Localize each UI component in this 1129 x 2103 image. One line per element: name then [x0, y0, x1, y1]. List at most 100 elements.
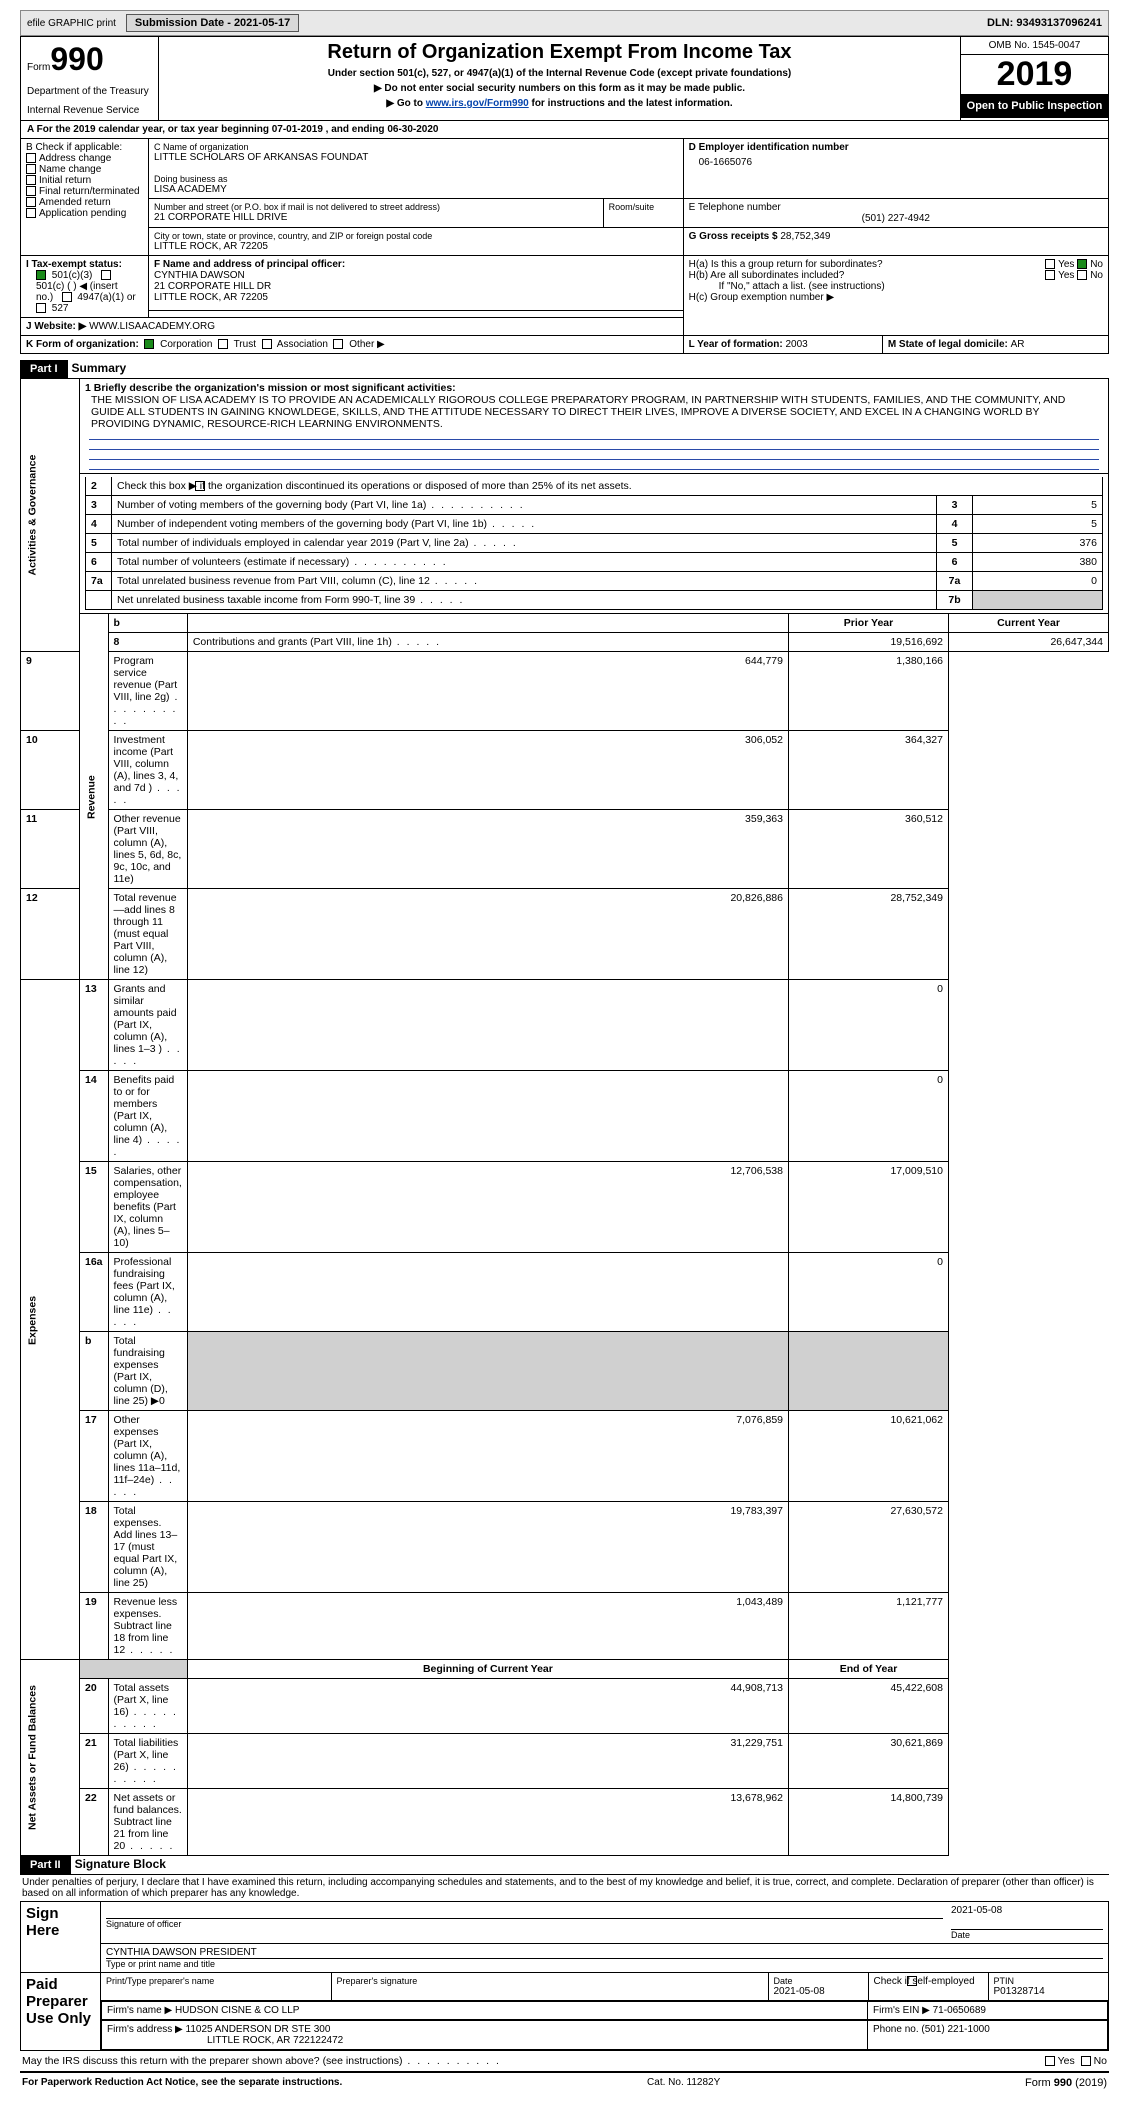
sig-officer-label: Signature of officer [106, 1919, 943, 1929]
street-label: Number and street (or P.O. box if mail i… [154, 202, 598, 212]
line-13: Grants and similar amounts paid (Part IX… [108, 980, 187, 1071]
form-title: Return of Organization Exempt From Incom… [167, 41, 952, 64]
irs-label: Internal Revenue Service [27, 105, 152, 116]
chk-discontinued[interactable] [195, 481, 205, 491]
col-eoy: End of Year [789, 1660, 949, 1679]
preparer-date: 2021-05-08 [774, 1986, 863, 1997]
efile-toolbar: efile GRAPHIC print Submission Date - 20… [20, 10, 1109, 36]
side-governance: Activities & Governance [21, 379, 80, 652]
val-5: 376 [973, 534, 1103, 553]
chk-501c[interactable] [101, 270, 111, 280]
chk-discuss-yes[interactable] [1045, 2056, 1055, 2066]
line-22: Net assets or fund balances. Subtract li… [108, 1789, 187, 1856]
dept-treasury: Department of the Treasury [27, 86, 152, 97]
line-14: Benefits paid to or for members (Part IX… [108, 1071, 187, 1162]
mission-label: 1 Briefly describe the organization's mi… [85, 382, 1103, 394]
subtitle-ssn: ▶ Do not enter social security numbers o… [167, 83, 952, 94]
chk-501c3[interactable] [36, 270, 46, 280]
firm-addr1: 11025 ANDERSON DR STE 300 [186, 2024, 331, 2035]
val-3: 5 [973, 496, 1103, 515]
gross-receipts-label: G Gross receipts $ [689, 231, 781, 242]
chk-trust[interactable] [218, 339, 228, 349]
line-21: Total liabilities (Part X, line 26) [108, 1734, 187, 1789]
line-16a: Professional fundraising fees (Part IX, … [108, 1253, 187, 1332]
firm-addr-label: Firm's address ▶ [107, 2024, 183, 2035]
discuss-label: May the IRS discuss this return with the… [22, 2055, 501, 2067]
col-b: b [108, 614, 187, 633]
col-current-year: Current Year [949, 614, 1109, 633]
chk-amended-return[interactable] [26, 197, 36, 207]
ha-label: H(a) Is this a group return for subordin… [689, 259, 883, 270]
firm-ein: 71-0650689 [933, 2005, 986, 2016]
line-17: Other expenses (Part IX, column (A), lin… [108, 1411, 187, 1502]
line-12: Total revenue—add lines 8 through 11 (mu… [108, 889, 187, 980]
chk-ha-no[interactable] [1077, 259, 1087, 269]
chk-527[interactable] [36, 303, 46, 313]
chk-application-pending[interactable] [26, 208, 36, 218]
paperwork-notice: For Paperwork Reduction Act Notice, see … [22, 2077, 342, 2089]
officer-typed-name: CYNTHIA DAWSON PRESIDENT [106, 1947, 1103, 1959]
line-7b: Net unrelated business taxable income fr… [112, 591, 937, 610]
chk-discuss-no[interactable] [1081, 2056, 1091, 2066]
val-6: 380 [973, 553, 1103, 572]
tax-status-label: I Tax-exempt status: [26, 259, 122, 270]
form-header: Form990 Department of the Treasury Inter… [20, 36, 1109, 121]
chk-hb-yes[interactable] [1045, 270, 1055, 280]
preparer-sig-label: Preparer's signature [337, 1976, 763, 1986]
chk-name-change[interactable] [26, 164, 36, 174]
chk-ha-yes[interactable] [1045, 259, 1055, 269]
chk-self-employed[interactable] [907, 1976, 917, 1986]
preparer-name-label: Print/Type preparer's name [106, 1976, 326, 1986]
sig-date: 2021-05-08 [951, 1905, 1103, 1916]
omb-number: OMB No. 1545-0047 [961, 37, 1108, 55]
submission-date-button[interactable]: Submission Date - 2021-05-17 [126, 14, 299, 32]
col-prior-year: Prior Year [789, 614, 949, 633]
identity-block: B Check if applicable: Address change Na… [20, 139, 1109, 354]
part1-table: Activities & Governance 1 Briefly descri… [20, 379, 1109, 1856]
dba-name: LISA ACADEMY [154, 184, 678, 195]
line-6: Total number of volunteers (estimate if … [112, 553, 937, 572]
val-7b [973, 591, 1103, 610]
firm-phone: (501) 221-1000 [921, 2024, 989, 2035]
phone-value: (501) 227-4942 [689, 213, 1103, 224]
chk-hb-no[interactable] [1077, 270, 1087, 280]
dba-label: Doing business as [154, 174, 678, 184]
line-8: Contributions and grants (Part VIII, lin… [187, 633, 788, 652]
chk-final-return[interactable] [26, 186, 36, 196]
irs-link[interactable]: www.irs.gov/Form990 [426, 98, 529, 109]
chk-corporation[interactable] [144, 339, 154, 349]
form-org-label: K Form of organization: [26, 339, 139, 350]
side-netassets: Net Assets or Fund Balances [21, 1660, 80, 1856]
website-value: WWW.LISAACADEMY.ORG [89, 321, 215, 332]
chk-initial-return[interactable] [26, 175, 36, 185]
line-10: Investment income (Part VIII, column (A)… [108, 731, 187, 810]
ein-value: 06-1665076 [689, 153, 1103, 168]
type-name-label: Type or print name and title [106, 1959, 1103, 1969]
part2-title: Signature Block [75, 1857, 166, 1871]
mission-text: THE MISSION OF LISA ACADEMY IS TO PROVID… [85, 394, 1103, 430]
ein-label: D Employer identification number [689, 142, 1103, 153]
subtitle-goto: ▶ Go to www.irs.gov/Form990 for instruct… [167, 98, 952, 109]
firm-ein-label: Firm's EIN ▶ [873, 2005, 933, 2016]
org-name: LITTLE SCHOLARS OF ARKANSAS FOUNDAT [154, 152, 678, 163]
form-footer: Form 990 (2019) [1025, 2077, 1107, 2089]
signature-block: Sign Here Signature of officer 2021-05-0… [20, 1902, 1109, 2051]
chk-address-change[interactable] [26, 153, 36, 163]
officer-name: CYNTHIA DAWSON [154, 270, 678, 281]
line-20: Total assets (Part X, line 16) [108, 1679, 187, 1734]
firm-name: HUDSON CISNE & CO LLP [175, 2005, 299, 2016]
line-3: Number of voting members of the governin… [112, 496, 937, 515]
chk-other[interactable] [333, 339, 343, 349]
firm-phone-label: Phone no. [873, 2024, 921, 2035]
val-7a: 0 [973, 572, 1103, 591]
chk-4947[interactable] [62, 292, 72, 302]
line-16b: Total fundraising expenses (Part IX, col… [108, 1332, 187, 1411]
block-b-label: B Check if applicable: [26, 142, 143, 153]
officer-label: F Name and address of principal officer: [154, 259, 678, 270]
preparer-self-employed: Check if self-employed [874, 1976, 975, 1987]
firm-addr2: LITTLE ROCK, AR 722122472 [107, 2035, 343, 2046]
chk-association[interactable] [262, 339, 272, 349]
side-revenue: Revenue [80, 614, 109, 980]
form-prefix: Form [27, 62, 50, 73]
form-number: 990 [50, 41, 103, 77]
